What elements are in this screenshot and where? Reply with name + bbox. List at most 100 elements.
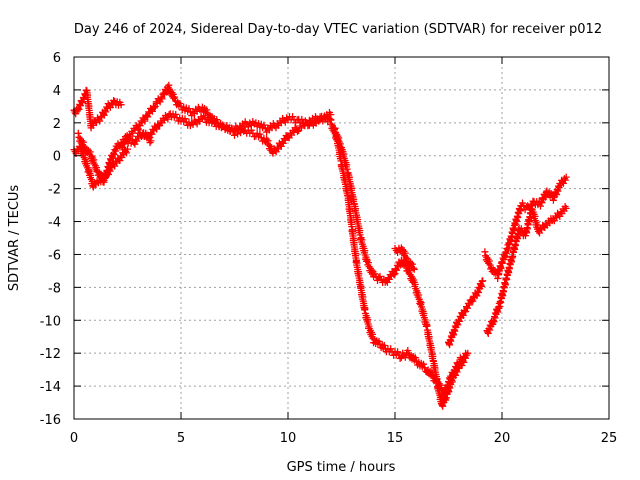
data-point (117, 101, 125, 109)
chart-title: Day 246 of 2024, Sidereal Day-to-day VTE… (74, 22, 602, 37)
data-point (141, 117, 149, 125)
data-point (147, 137, 155, 145)
data-point (462, 354, 470, 362)
series-group (445, 277, 487, 349)
x-axis-label: GPS time / hours (287, 460, 396, 475)
data-point (452, 371, 460, 379)
data-point (158, 95, 166, 103)
data-point (460, 358, 468, 366)
y-tick-label: 0 (53, 150, 61, 165)
y-tick-label: -8 (48, 281, 61, 296)
y-tick-label: -16 (40, 413, 61, 428)
data-point (561, 176, 569, 184)
data-points (70, 81, 570, 410)
data-point (185, 105, 193, 113)
data-point (391, 270, 399, 278)
data-point (448, 378, 456, 386)
data-point (123, 149, 130, 157)
data-point (106, 161, 114, 169)
data-point (538, 199, 546, 207)
data-point (517, 225, 525, 233)
series-group (391, 244, 418, 273)
data-point (110, 97, 118, 104)
data-point (453, 368, 461, 376)
data-point (289, 113, 297, 121)
data-point (237, 129, 245, 137)
axis-ticks (73, 56, 610, 420)
x-tick-label: 15 (387, 431, 404, 446)
data-point (203, 106, 211, 114)
y-tick-label: -10 (40, 314, 61, 329)
data-point (315, 117, 323, 125)
data-point (109, 154, 117, 162)
data-point (459, 312, 467, 319)
x-tick-label: 5 (177, 431, 185, 446)
data-point (393, 266, 401, 274)
data-point (387, 345, 395, 353)
x-tick-labels: 0 5 10 15 20 25 (70, 431, 617, 446)
data-point (294, 127, 301, 135)
data-point (404, 347, 412, 354)
data-point (521, 206, 529, 214)
y-tick-label: 6 (53, 51, 61, 66)
data-point (164, 115, 172, 123)
data-point (181, 115, 189, 123)
data-point (102, 108, 110, 116)
data-point (75, 105, 83, 113)
data-point (79, 138, 87, 146)
data-point (380, 342, 388, 349)
data-point (200, 112, 208, 120)
data-point (455, 365, 462, 372)
plot-frame (73, 56, 610, 420)
data-point (298, 115, 306, 123)
data-point (110, 151, 118, 159)
data-point (260, 121, 268, 129)
data-point (209, 116, 217, 124)
data-point (408, 260, 416, 268)
data-point (540, 223, 548, 231)
data-point (231, 131, 238, 139)
x-tick-label: 25 (601, 431, 618, 446)
data-point (410, 265, 418, 273)
data-point (479, 277, 487, 285)
data-point (409, 264, 417, 272)
y-tick-label: 4 (53, 84, 61, 99)
data-point (79, 99, 87, 106)
data-point (390, 271, 398, 279)
data-point (519, 199, 526, 207)
data-point (86, 148, 94, 156)
series-group (134, 110, 335, 157)
data-point (411, 354, 419, 362)
data-point (394, 348, 402, 356)
y-tick-label: -2 (48, 183, 61, 198)
data-point (150, 104, 158, 112)
series-group (331, 124, 470, 410)
data-point (234, 130, 242, 138)
data-point (562, 204, 570, 212)
data-point (401, 353, 409, 361)
data-point (537, 202, 544, 210)
data-point (454, 321, 462, 329)
data-point (256, 130, 264, 138)
data-point (371, 270, 379, 278)
series-group (70, 86, 125, 132)
data-point (469, 297, 477, 305)
data-point (562, 173, 570, 181)
data-point (528, 202, 536, 210)
data-point (376, 272, 384, 280)
y-tick-label: -6 (48, 248, 61, 263)
data-point (119, 144, 127, 152)
data-point (96, 117, 104, 125)
data-point (74, 129, 82, 137)
data-point (420, 360, 427, 368)
data-point (473, 292, 481, 300)
data-point (247, 126, 255, 134)
data-point (124, 145, 131, 153)
x-tick-label: 10 (280, 431, 297, 446)
y-tick-label: -4 (48, 216, 61, 231)
data-point (228, 124, 236, 132)
series-group (483, 202, 570, 337)
data-point (134, 126, 142, 134)
data-point (396, 355, 404, 362)
